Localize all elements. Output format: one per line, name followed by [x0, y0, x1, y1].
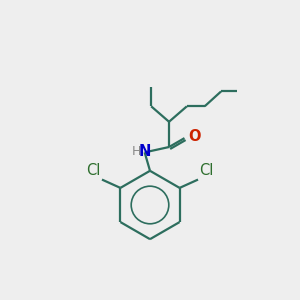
- Text: N: N: [139, 144, 151, 159]
- Text: Cl: Cl: [200, 163, 214, 178]
- Text: Cl: Cl: [86, 163, 100, 178]
- Text: O: O: [188, 129, 200, 144]
- Text: H: H: [131, 145, 141, 158]
